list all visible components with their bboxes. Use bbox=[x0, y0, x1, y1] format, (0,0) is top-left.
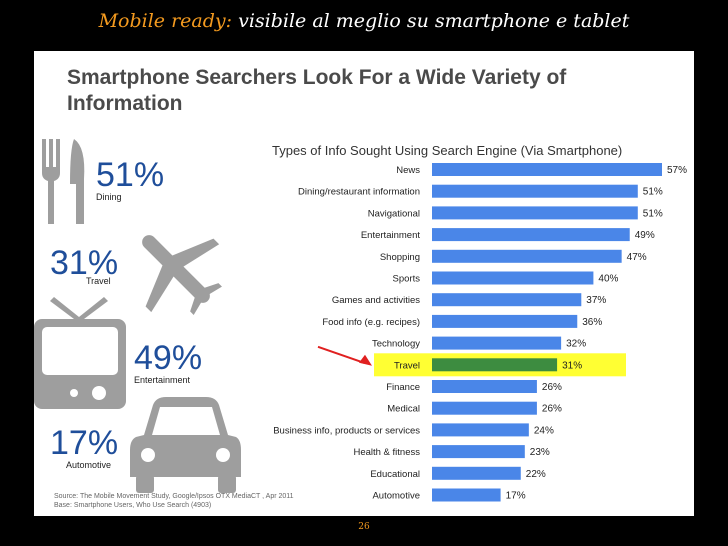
bar-1 bbox=[432, 184, 638, 198]
bar-12 bbox=[432, 423, 529, 437]
category-label: Games and activities bbox=[332, 295, 420, 306]
header-accent: Mobile ready: bbox=[98, 10, 233, 32]
value-label: 57% bbox=[667, 165, 687, 176]
value-label: 26% bbox=[542, 382, 562, 393]
car-icon bbox=[130, 397, 241, 493]
value-label: 32% bbox=[566, 339, 586, 350]
value-label: 24% bbox=[534, 425, 554, 436]
value-label: 26% bbox=[542, 404, 562, 415]
bar-chart: Types of Info Sought Using Search Engine… bbox=[272, 143, 687, 502]
bar-5 bbox=[432, 271, 594, 285]
bar-10 bbox=[432, 380, 537, 393]
stat-travel-label: Travel bbox=[86, 276, 111, 286]
value-label: 17% bbox=[506, 491, 526, 502]
slide: Smartphone Searchers Look For a Wide Var… bbox=[34, 51, 694, 516]
airplane-icon bbox=[142, 235, 222, 315]
bar-11 bbox=[432, 401, 537, 415]
stat-travel-percent: 31% bbox=[50, 244, 119, 282]
value-label: 22% bbox=[526, 469, 546, 480]
value-label: 31% bbox=[562, 360, 582, 371]
stat-dining: 51% Dining bbox=[96, 158, 164, 202]
value-label: 36% bbox=[582, 317, 602, 328]
category-label: Dining/restaurant information bbox=[298, 187, 420, 198]
bar-4 bbox=[432, 249, 622, 263]
stat-dining-label: Dining bbox=[96, 192, 122, 202]
bar-0 bbox=[432, 163, 662, 176]
category-label: Shopping bbox=[380, 252, 420, 263]
source-line: Source: The Mobile Movement Study, Googl… bbox=[54, 493, 294, 500]
category-label: News bbox=[396, 165, 420, 176]
stat-entertainment: 49% Entertainment bbox=[134, 341, 202, 385]
stat-travel: 31% Travel bbox=[50, 246, 118, 286]
category-label: Sports bbox=[393, 274, 421, 285]
stat-automotive-label: Automotive bbox=[66, 460, 112, 470]
value-label: 37% bbox=[586, 295, 606, 306]
stat-automotive-percent: 17% bbox=[50, 424, 119, 462]
source-note: Source: The Mobile Movement Study, Googl… bbox=[54, 492, 294, 510]
category-label: Navigational bbox=[368, 208, 420, 219]
category-label: Technology bbox=[372, 339, 420, 350]
category-label: Travel bbox=[394, 360, 420, 371]
value-label: 51% bbox=[643, 208, 663, 219]
category-label: Automotive bbox=[372, 491, 420, 502]
dining-icon bbox=[42, 139, 85, 224]
value-label: 47% bbox=[627, 252, 647, 263]
category-label: Educational bbox=[370, 469, 420, 480]
bar-9 bbox=[432, 358, 558, 372]
arrow-head bbox=[359, 354, 372, 366]
page-number: 26 bbox=[358, 522, 370, 532]
category-label: Finance bbox=[386, 382, 420, 393]
category-label: Health & fitness bbox=[353, 447, 420, 458]
stat-entertainment-percent: 49% bbox=[134, 339, 203, 377]
value-label: 51% bbox=[643, 187, 663, 198]
category-label: Business info, products or services bbox=[273, 425, 420, 436]
value-label: 49% bbox=[635, 230, 655, 241]
value-label: 40% bbox=[598, 274, 618, 285]
slide-title: Smartphone Searchers Look For a Wide Var… bbox=[67, 66, 567, 115]
category-label: Medical bbox=[387, 404, 420, 415]
bar-3 bbox=[432, 228, 630, 242]
chart-title: Types of Info Sought Using Search Engine… bbox=[272, 143, 622, 158]
tv-icon bbox=[34, 297, 126, 409]
stat-automotive: 17% Automotive bbox=[50, 426, 118, 470]
bar-7 bbox=[432, 314, 578, 328]
bar-15 bbox=[432, 488, 501, 502]
slide-header: Mobile ready: visibile al meglio su smar… bbox=[0, 10, 728, 32]
value-label: 23% bbox=[530, 447, 550, 458]
bar-13 bbox=[432, 445, 525, 459]
category-label: Entertainment bbox=[361, 230, 421, 241]
arrow-line bbox=[317, 345, 365, 364]
category-label: Food info (e.g. recipes) bbox=[322, 317, 420, 328]
stat-dining-percent: 51% bbox=[96, 156, 165, 194]
bar-2 bbox=[432, 206, 638, 220]
bar-6 bbox=[432, 293, 582, 307]
header-text: visibile al meglio su smartphone e table… bbox=[232, 10, 630, 32]
base-line: Base: Smartphone Users, Who Use Search (… bbox=[54, 502, 212, 509]
bar-14 bbox=[432, 466, 521, 480]
bar-8 bbox=[432, 336, 562, 350]
stat-entertainment-label: Entertainment bbox=[134, 375, 191, 385]
